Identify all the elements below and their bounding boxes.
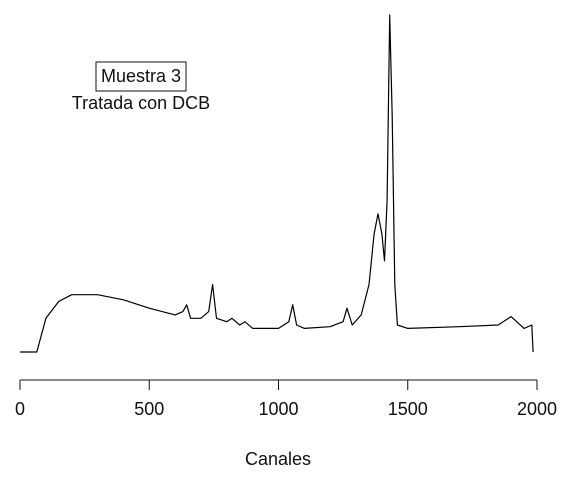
annotation-box <box>95 61 187 92</box>
annotation: Tratada con DCB <box>72 93 210 113</box>
x-tick-label: 1500 <box>388 399 428 419</box>
x-tick-label: 1000 <box>258 399 298 419</box>
x-tick-label: 2000 <box>517 399 557 419</box>
annotation: Muestra 3 <box>101 66 181 86</box>
spectrum-line <box>20 14 534 353</box>
x-axis-label: Canales <box>245 449 311 469</box>
x-tick-label: 0 <box>15 399 25 419</box>
x-tick-label: 500 <box>134 399 164 419</box>
